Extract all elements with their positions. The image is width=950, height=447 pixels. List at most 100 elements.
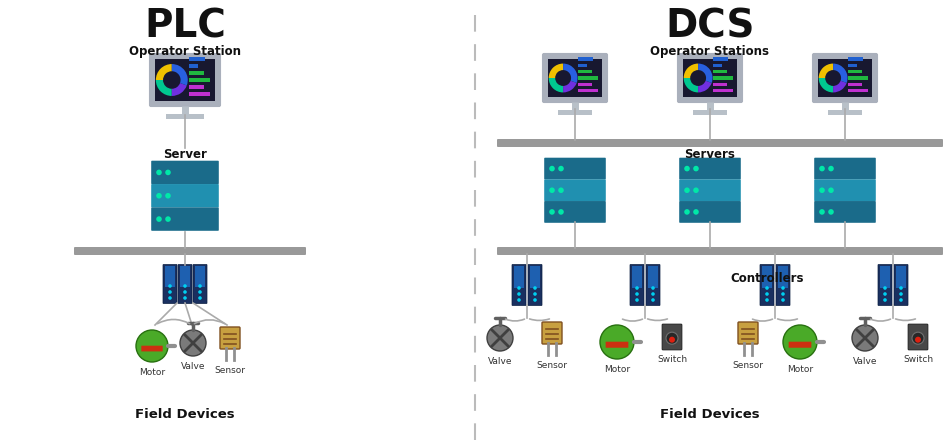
Bar [848, 57, 864, 61]
Circle shape [783, 325, 817, 359]
FancyBboxPatch shape [542, 54, 607, 102]
Circle shape [533, 298, 537, 302]
Circle shape [136, 330, 168, 362]
Wedge shape [698, 81, 712, 93]
FancyBboxPatch shape [149, 54, 220, 106]
Circle shape [765, 292, 769, 296]
Bar [828, 110, 862, 114]
Circle shape [765, 286, 769, 290]
Text: Operator Stations: Operator Stations [651, 45, 770, 58]
Text: Valve: Valve [487, 357, 512, 366]
Circle shape [549, 166, 555, 171]
Circle shape [517, 292, 521, 296]
Wedge shape [156, 80, 172, 96]
Text: DCS: DCS [665, 8, 754, 46]
FancyBboxPatch shape [151, 184, 218, 207]
Circle shape [884, 292, 886, 296]
Circle shape [636, 286, 638, 290]
Bar [180, 266, 190, 287]
Text: Motor: Motor [139, 368, 165, 377]
Circle shape [180, 330, 206, 356]
FancyBboxPatch shape [814, 179, 876, 201]
Circle shape [819, 187, 825, 193]
FancyBboxPatch shape [677, 54, 743, 102]
Circle shape [651, 298, 655, 302]
Bar [189, 78, 210, 82]
Circle shape [900, 292, 902, 296]
FancyBboxPatch shape [738, 322, 758, 344]
Bar [579, 63, 587, 67]
Text: Valve: Valve [180, 362, 205, 371]
Text: Field Devices: Field Devices [660, 408, 760, 421]
Circle shape [517, 286, 521, 290]
Circle shape [669, 337, 675, 343]
FancyBboxPatch shape [814, 158, 876, 179]
FancyBboxPatch shape [544, 179, 606, 201]
FancyBboxPatch shape [512, 265, 526, 305]
Circle shape [694, 187, 699, 193]
Circle shape [884, 286, 886, 290]
Bar [693, 110, 727, 114]
FancyBboxPatch shape [178, 265, 192, 304]
Wedge shape [563, 63, 578, 83]
Circle shape [549, 187, 555, 193]
Bar [713, 89, 732, 93]
Bar [713, 83, 727, 86]
Circle shape [819, 209, 825, 215]
Text: Valve: Valve [853, 357, 877, 366]
Bar [189, 85, 203, 89]
FancyBboxPatch shape [646, 265, 660, 305]
Text: Server: Server [163, 148, 207, 161]
Text: Servers: Servers [685, 148, 735, 161]
Bar [896, 266, 906, 288]
Wedge shape [172, 64, 188, 85]
Bar [189, 64, 199, 68]
FancyBboxPatch shape [542, 322, 562, 344]
Wedge shape [684, 78, 698, 93]
Circle shape [684, 166, 690, 171]
FancyBboxPatch shape [776, 265, 790, 305]
Circle shape [156, 216, 162, 222]
Circle shape [199, 296, 201, 300]
FancyBboxPatch shape [679, 158, 741, 179]
Circle shape [517, 298, 521, 302]
Text: Motor: Motor [787, 365, 813, 374]
FancyBboxPatch shape [894, 265, 908, 305]
Bar [848, 70, 862, 73]
Bar [880, 266, 890, 288]
Circle shape [666, 332, 678, 344]
Bar [818, 59, 872, 97]
Bar [713, 76, 732, 80]
Circle shape [900, 298, 902, 302]
Circle shape [781, 286, 785, 290]
Circle shape [559, 209, 563, 215]
Circle shape [199, 290, 201, 294]
FancyBboxPatch shape [142, 346, 162, 351]
FancyBboxPatch shape [812, 54, 878, 102]
Circle shape [549, 209, 555, 215]
Bar [189, 57, 205, 61]
Circle shape [559, 187, 563, 193]
Wedge shape [819, 63, 833, 78]
FancyBboxPatch shape [151, 161, 218, 184]
FancyBboxPatch shape [193, 265, 207, 304]
FancyBboxPatch shape [497, 247, 943, 255]
Wedge shape [563, 81, 577, 93]
Circle shape [781, 298, 785, 302]
Bar [713, 70, 727, 73]
Circle shape [912, 332, 924, 344]
Circle shape [828, 187, 834, 193]
FancyBboxPatch shape [679, 201, 741, 223]
Circle shape [533, 292, 537, 296]
Circle shape [165, 216, 171, 222]
FancyBboxPatch shape [814, 201, 876, 223]
Circle shape [852, 325, 878, 351]
Circle shape [915, 337, 921, 343]
Bar [632, 266, 642, 288]
Circle shape [168, 296, 172, 300]
Circle shape [636, 298, 638, 302]
Bar [165, 266, 175, 287]
Bar [848, 83, 862, 86]
FancyBboxPatch shape [74, 247, 306, 255]
Wedge shape [833, 63, 847, 83]
